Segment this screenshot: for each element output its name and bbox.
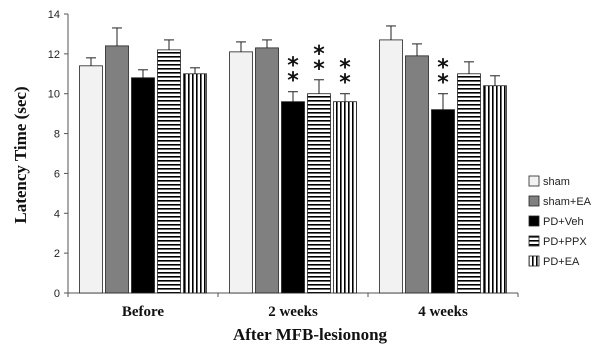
legend-label: PD+Veh [543, 216, 584, 228]
bar-sham-before [79, 65, 103, 294]
bar-sham-4-weeks [379, 39, 403, 294]
y-tick-label: 8 [54, 129, 60, 141]
bar-pd-veh-2-weeks [281, 101, 305, 294]
legend-swatch [528, 215, 540, 227]
bar-pd-veh-before [131, 77, 155, 294]
legend-swatch [528, 175, 540, 187]
significance-markers: **** **** [287, 42, 449, 96]
significance-marker: * [339, 71, 351, 96]
error-bars [86, 25, 500, 110]
bar-pd-ea-4-weeks [483, 85, 507, 294]
y-tick-label: 2 [54, 248, 60, 260]
y-tick-label: 0 [54, 288, 60, 300]
bar-sham-ea-before [105, 45, 129, 294]
y-tick-label: 6 [54, 168, 60, 180]
bar-pd-ea-2-weeks [333, 101, 357, 294]
legend-swatch [528, 255, 540, 267]
x-axis-ticks [67, 293, 519, 297]
y-tick-label: 4 [54, 208, 60, 220]
x-axis-title: After MFB-lesionong [233, 325, 388, 344]
bar-pd-veh-4-weeks [431, 109, 455, 294]
bar-pd-ppx-4-weeks [457, 73, 481, 294]
legend-label: PD+EA [543, 256, 580, 268]
legend-swatch [528, 195, 540, 207]
significance-marker: * [287, 69, 299, 94]
bar-pd-ea-before [183, 73, 207, 294]
bar-sham-ea-2-weeks [255, 47, 279, 294]
significance-marker: * [339, 56, 351, 81]
category-label: 2 weeks [268, 304, 318, 320]
y-tick-label: 14 [48, 9, 60, 21]
category-labels: Before 2 weeks 4 weeks [122, 304, 468, 320]
y-axis-ticks: 0 2 4 6 8 10 12 14 [48, 9, 68, 300]
legend-label: sham+EA [543, 196, 592, 208]
bar-sham-ea-4-weeks [405, 55, 429, 294]
legend-label: PD+PPX [543, 236, 587, 248]
legend: sham sham+EA PD+Veh PD+PPX PD+EA [528, 175, 592, 268]
significance-marker: * [313, 57, 325, 82]
bar-pd-ppx-before [157, 49, 181, 294]
bars [79, 39, 507, 294]
significance-marker: * [313, 42, 325, 67]
significance-marker: * [437, 56, 449, 81]
category-label: Before [122, 304, 165, 320]
legend-label: sham [543, 176, 570, 188]
category-label: 4 weeks [418, 304, 468, 320]
significance-marker: * [437, 71, 449, 96]
y-tick-label: 10 [48, 89, 60, 101]
y-tick-label: 12 [48, 49, 60, 61]
significance-marker: * [287, 54, 299, 79]
legend-swatch [528, 235, 540, 247]
bar-sham-2-weeks [229, 51, 253, 294]
y-axis-title: Latency Time (sec) [11, 86, 30, 223]
bar-pd-ppx-2-weeks [307, 93, 331, 294]
